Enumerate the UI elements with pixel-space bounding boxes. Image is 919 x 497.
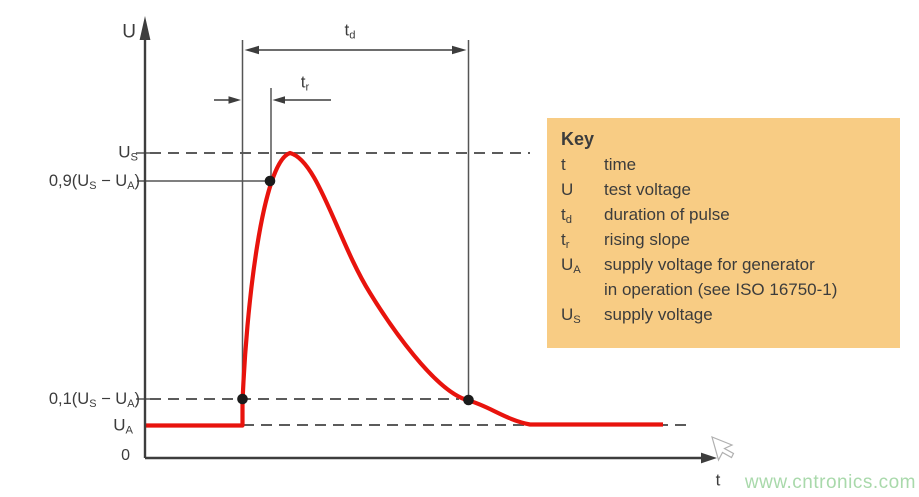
key-description: duration of pulse — [604, 205, 730, 224]
key-symbol: UA — [561, 255, 581, 277]
mouse-cursor-icon — [711, 435, 735, 462]
tr-left-arrowhead-icon — [228, 96, 241, 104]
p09-level-label: 0,9(US − UA) — [48, 171, 140, 192]
key-symbol: US — [561, 305, 581, 327]
ua-level-label: UA — [113, 415, 133, 437]
key-description: supply voltage for generator in operation… — [604, 255, 838, 299]
key-symbol: td — [561, 205, 572, 227]
key-description: supply voltage — [604, 305, 713, 324]
key-title: Key — [561, 129, 595, 149]
key-row: US supply voltage — [561, 302, 886, 327]
key-row: t time — [561, 152, 886, 177]
key-symbol: U — [561, 180, 574, 199]
key-description: time — [604, 155, 637, 174]
rise-start-point — [237, 393, 248, 405]
us-level-label: US — [118, 142, 138, 164]
key-description: test voltage — [604, 180, 691, 199]
x-axis-arrowhead-icon — [701, 452, 717, 464]
td-left-arrowhead-icon — [244, 45, 259, 55]
td-dimension-label: td — [344, 20, 356, 42]
key-description: rising slope — [604, 230, 690, 249]
origin-label: 0 — [121, 447, 130, 464]
decay-01-point — [463, 394, 474, 406]
key-symbol: t — [561, 155, 566, 174]
key-row: tr rising slope — [561, 227, 886, 252]
key-symbol: tr — [561, 230, 570, 252]
watermark-text: www.cntronics.com — [744, 472, 916, 493]
key-row: td duration of pulse — [561, 202, 886, 227]
p01-level-label: 0,1(US − UA) — [48, 389, 140, 410]
y-axis-arrowhead-icon — [139, 16, 151, 40]
rise-09-point — [264, 175, 276, 187]
tr-dimension-label: tr — [300, 72, 310, 94]
key-row: UA supply voltage for generator in operati… — [561, 252, 886, 302]
x-axis-label: t — [715, 470, 721, 490]
td-right-arrowhead-icon — [452, 45, 467, 55]
y-axis-label: U — [122, 21, 136, 43]
tr-right-arrowhead-icon — [272, 96, 285, 104]
